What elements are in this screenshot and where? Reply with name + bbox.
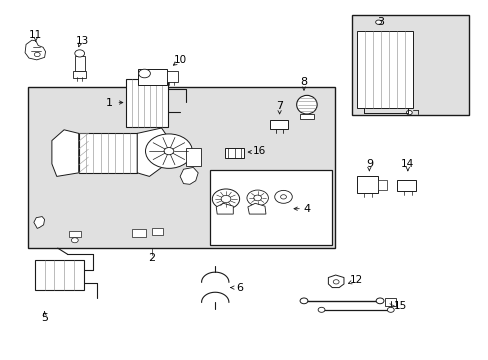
Text: 8: 8 — [300, 77, 307, 87]
Bar — [351, 15, 468, 116]
Circle shape — [253, 195, 261, 201]
Text: 15: 15 — [393, 301, 407, 311]
Circle shape — [75, 50, 84, 57]
Bar — [138, 69, 167, 85]
Text: 4: 4 — [303, 204, 310, 214]
Circle shape — [300, 298, 307, 304]
Text: 13: 13 — [76, 36, 89, 46]
Bar — [384, 298, 395, 306]
Circle shape — [145, 134, 192, 168]
Circle shape — [280, 195, 286, 199]
Text: 9: 9 — [365, 159, 372, 169]
Circle shape — [375, 20, 381, 24]
Text: 11: 11 — [29, 30, 42, 40]
Text: 16: 16 — [252, 145, 265, 156]
Text: 2: 2 — [148, 253, 155, 263]
Bar — [356, 176, 377, 193]
Circle shape — [406, 111, 411, 115]
Text: 12: 12 — [349, 275, 363, 285]
Text: 1: 1 — [105, 98, 112, 108]
Text: 5: 5 — [41, 313, 48, 323]
Bar — [35, 260, 83, 290]
Bar — [126, 78, 167, 127]
Circle shape — [375, 298, 383, 304]
Circle shape — [274, 190, 292, 203]
Bar — [79, 134, 137, 173]
Text: 6: 6 — [236, 283, 243, 293]
Circle shape — [386, 307, 393, 312]
Bar — [185, 148, 200, 166]
Polygon shape — [137, 128, 166, 176]
Circle shape — [318, 307, 325, 312]
Polygon shape — [25, 40, 45, 60]
Bar — [132, 229, 146, 237]
Circle shape — [71, 238, 78, 243]
Text: 10: 10 — [173, 55, 186, 65]
Text: 7: 7 — [276, 102, 283, 112]
Bar — [152, 228, 162, 234]
Polygon shape — [180, 167, 198, 184]
Polygon shape — [52, 130, 79, 176]
Bar — [224, 148, 244, 158]
Text: 14: 14 — [401, 159, 414, 169]
Bar — [377, 180, 386, 190]
Bar — [356, 31, 412, 108]
Polygon shape — [247, 203, 265, 214]
Bar — [167, 71, 178, 82]
Circle shape — [332, 280, 338, 284]
Text: 3: 3 — [377, 17, 384, 27]
Circle shape — [163, 148, 173, 155]
Bar — [210, 170, 331, 245]
Polygon shape — [216, 203, 233, 214]
Bar — [396, 180, 415, 192]
Circle shape — [221, 195, 230, 203]
Circle shape — [34, 52, 40, 57]
Bar — [75, 56, 84, 71]
Polygon shape — [34, 217, 44, 228]
Circle shape — [246, 190, 268, 206]
Bar — [73, 71, 86, 78]
Circle shape — [212, 189, 239, 209]
Bar — [69, 231, 81, 237]
Bar — [300, 114, 313, 119]
Ellipse shape — [296, 95, 317, 114]
Circle shape — [139, 69, 150, 78]
Bar — [27, 87, 334, 248]
Polygon shape — [328, 275, 343, 288]
Bar — [269, 121, 288, 129]
